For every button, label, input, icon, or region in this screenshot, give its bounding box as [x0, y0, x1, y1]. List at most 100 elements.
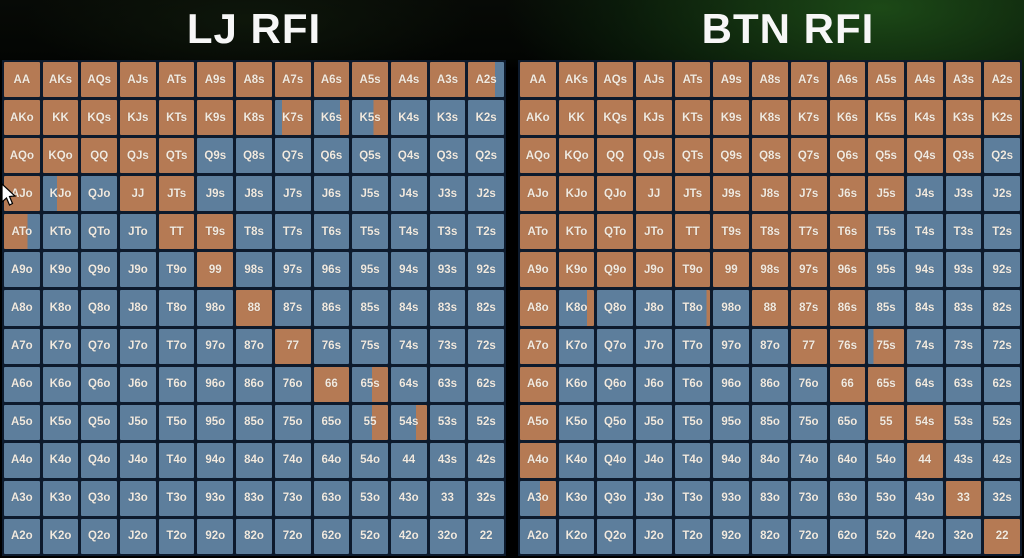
hand-cell-btn-K5s: K5s: [868, 100, 904, 136]
hand-cell-lj-A6s: A6s: [313, 62, 350, 98]
hand-cell-lj-T6s: T6s: [313, 214, 350, 250]
hand-cell-lj-T3o: T3o: [158, 480, 195, 516]
hand-cell-btn-Q8o: Q8o: [597, 290, 634, 326]
hand-cell-btn-K3o: K3o: [558, 480, 595, 516]
hand-cell-lj-Q2o: Q2o: [81, 518, 118, 554]
hand-cell-lj-A3o: A3o: [4, 480, 40, 516]
hand-cell-btn-84o: 84o: [752, 442, 788, 478]
hand-cell-lj-T9s: T9s: [197, 214, 234, 250]
hand-cell-lj-J6s: J6s: [313, 176, 350, 212]
hand-cell-lj-66: 66: [313, 366, 350, 402]
hand-cell-btn-J4o: J4o: [636, 442, 672, 478]
hand-cell-btn-AQo: AQo: [520, 138, 556, 174]
hand-cell-lj-JJ: JJ: [120, 176, 156, 212]
hand-cell-btn-53o: 53o: [868, 480, 904, 516]
hand-cell-lj-94s: 94s: [390, 252, 427, 288]
hand-cell-lj-73s: 73s: [429, 328, 466, 364]
hand-cell-btn-54s: 54s: [906, 404, 943, 440]
hand-cell-lj-63s: 63s: [429, 366, 466, 402]
hand-cell-btn-KTo: KTo: [558, 214, 595, 250]
hand-cell-btn-76o: 76o: [790, 366, 827, 402]
hand-cell-lj-32o: 32o: [429, 518, 466, 554]
hand-cell-btn-T9o: T9o: [674, 252, 711, 288]
hand-cell-btn-K4o: K4o: [558, 442, 595, 478]
hand-cell-lj-83o: 83o: [236, 480, 272, 516]
hand-cell-lj-98s: 98s: [236, 252, 272, 288]
hand-cell-btn-KJo: KJo: [558, 176, 595, 212]
hand-cell-lj-A9o: A9o: [4, 252, 40, 288]
hand-cell-lj-J2s: J2s: [468, 176, 504, 212]
hand-cell-lj-77: 77: [274, 328, 311, 364]
hand-cell-lj-84s: 84s: [390, 290, 427, 326]
hand-cell-lj-63o: 63o: [313, 480, 350, 516]
hand-cell-btn-Q9s: Q9s: [713, 138, 750, 174]
hand-cell-lj-33: 33: [429, 480, 466, 516]
hand-cell-btn-A9o: A9o: [520, 252, 556, 288]
hand-cell-btn-66: 66: [829, 366, 866, 402]
hand-cell-btn-K9o: K9o: [558, 252, 595, 288]
hand-cell-lj-J3s: J3s: [429, 176, 466, 212]
hand-cell-btn-Q2s: Q2s: [984, 138, 1020, 174]
hand-cell-btn-TT: TT: [674, 214, 711, 250]
hand-cell-btn-73s: 73s: [945, 328, 982, 364]
hand-cell-btn-AA: AA: [520, 62, 556, 98]
hand-cell-lj-92o: 92o: [197, 518, 234, 554]
hand-cell-btn-97s: 97s: [790, 252, 827, 288]
hand-cell-btn-43o: 43o: [906, 480, 943, 516]
hand-cell-lj-QTs: QTs: [158, 138, 195, 174]
hand-cell-lj-A2s: A2s: [468, 62, 504, 98]
hand-cell-btn-AKo: AKo: [520, 100, 556, 136]
hand-cell-lj-93o: 93o: [197, 480, 234, 516]
hand-cell-lj-A4s: A4s: [390, 62, 427, 98]
hand-cell-lj-74s: 74s: [390, 328, 427, 364]
hand-cell-lj-A5o: A5o: [4, 404, 40, 440]
hand-cell-btn-87s: 87s: [790, 290, 827, 326]
hand-cell-lj-AQs: AQs: [81, 62, 118, 98]
hand-cell-btn-J8o: J8o: [636, 290, 672, 326]
hand-cell-btn-J3s: J3s: [945, 176, 982, 212]
hand-cell-btn-94s: 94s: [906, 252, 943, 288]
hand-cell-btn-73o: 73o: [790, 480, 827, 516]
hand-cell-lj-62o: 62o: [313, 518, 350, 554]
hand-cell-lj-43o: 43o: [390, 480, 427, 516]
hand-cell-lj-T7o: T7o: [158, 328, 195, 364]
hand-cell-btn-J6s: J6s: [829, 176, 866, 212]
hand-cell-btn-Q7o: Q7o: [597, 328, 634, 364]
hand-cell-btn-65s: 65s: [868, 366, 904, 402]
hand-cell-lj-Q2s: Q2s: [468, 138, 504, 174]
hand-cell-btn-32s: 32s: [984, 480, 1020, 516]
hand-cell-lj-QQ: QQ: [81, 138, 118, 174]
hand-cell-btn-Q4o: Q4o: [597, 442, 634, 478]
hand-cell-btn-84s: 84s: [906, 290, 943, 326]
hand-cell-btn-82o: 82o: [752, 518, 788, 554]
hand-cell-lj-QJs: QJs: [120, 138, 156, 174]
hand-cell-lj-AQo: AQo: [4, 138, 40, 174]
hand-cell-btn-99: 99: [713, 252, 750, 288]
hand-cell-btn-QTs: QTs: [674, 138, 711, 174]
hand-cell-btn-A6o: A6o: [520, 366, 556, 402]
hand-cell-lj-KQs: KQs: [81, 100, 118, 136]
hand-cell-lj-Q5s: Q5s: [352, 138, 388, 174]
hand-cell-btn-Q6o: Q6o: [597, 366, 634, 402]
hand-cell-btn-KQs: KQs: [597, 100, 634, 136]
hand-cell-lj-AJs: AJs: [120, 62, 156, 98]
hand-cell-lj-K2s: K2s: [468, 100, 504, 136]
hand-cell-lj-ATo: ATo: [4, 214, 40, 250]
hand-cell-btn-T8o: T8o: [674, 290, 711, 326]
hand-cell-lj-84o: 84o: [236, 442, 272, 478]
hand-cell-btn-K9s: K9s: [713, 100, 750, 136]
hand-cell-btn-97o: 97o: [713, 328, 750, 364]
hand-cell-btn-J5s: J5s: [868, 176, 904, 212]
hand-cell-btn-K6s: K6s: [829, 100, 866, 136]
mouse-cursor: [1, 183, 17, 206]
hand-cell-lj-97s: 97s: [274, 252, 311, 288]
btn-rfi-title: BTN RFI: [701, 5, 875, 52]
hand-cell-btn-K5o: K5o: [558, 404, 595, 440]
hand-cell-btn-QJs: QJs: [636, 138, 672, 174]
hand-cell-btn-QJo: QJo: [597, 176, 634, 212]
hand-cell-btn-52s: 52s: [984, 404, 1020, 440]
hand-cell-btn-J9o: J9o: [636, 252, 672, 288]
hand-cell-lj-Q6s: Q6s: [313, 138, 350, 174]
hand-cell-btn-A5o: A5o: [520, 404, 556, 440]
hand-cell-btn-KJs: KJs: [636, 100, 672, 136]
